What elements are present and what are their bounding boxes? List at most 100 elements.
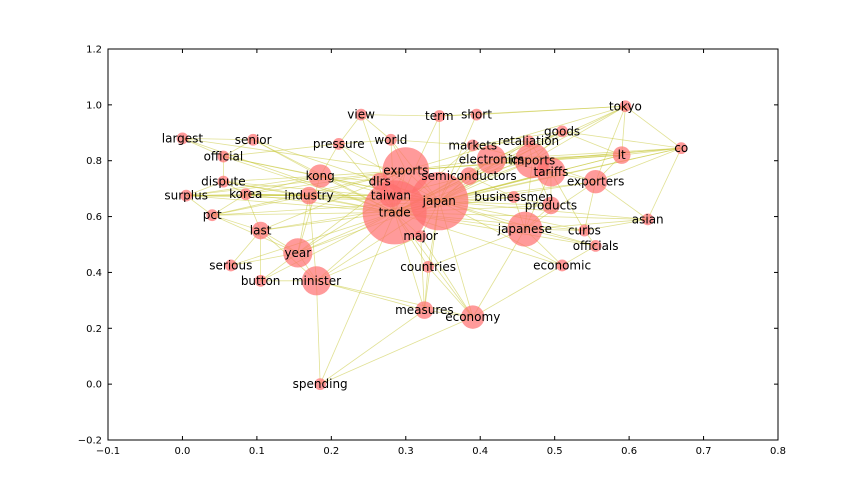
graph-node-curbs [578, 224, 591, 237]
graph-edge [316, 280, 425, 311]
node-label-asian: asian [632, 212, 664, 226]
graph-node-short [470, 108, 483, 121]
node-label-co: co [674, 141, 688, 155]
node-label-trade: trade [379, 205, 411, 219]
node-label-countries: countries [400, 260, 456, 274]
y-tick-label: 0.8 [86, 156, 102, 167]
node-label-largest: largest [162, 131, 204, 145]
graph-edge [476, 105, 626, 116]
graph-edge [223, 156, 321, 177]
graph-edge [595, 147, 682, 183]
x-tick-label: −0.1 [96, 446, 120, 457]
graph-node-economy [461, 305, 485, 329]
axis-ticks: −0.1 0.0 0.1 0.2 0.3 0.4 0.5 0.6 0.7 0.8 −0.2 0.0 0.… [78, 45, 786, 458]
graph-node-lt [612, 146, 631, 164]
node-label-year: year [284, 246, 311, 260]
graph-edge [316, 280, 321, 385]
graph-node-kong [308, 164, 332, 188]
graph-node-minister [301, 266, 332, 296]
node-label-senior: senior [235, 133, 272, 147]
graph-edge [561, 131, 622, 156]
node-label-curbs: curbs [568, 224, 601, 238]
node-label-surplus: surplus [164, 189, 208, 203]
graph-node-exporters [583, 169, 608, 194]
node-label-spending: spending [293, 377, 348, 391]
node-label-last: last [250, 224, 272, 238]
graph-edge [223, 181, 310, 197]
graph-edge [420, 235, 474, 318]
graph-edge [361, 114, 440, 117]
node-label-view: view [347, 108, 375, 122]
graph-node-businessmen [507, 191, 520, 203]
node-label-minister: minister [292, 274, 341, 288]
graph-edge [212, 193, 246, 216]
graph-node-exports [382, 147, 430, 194]
graph-edge [472, 130, 563, 146]
y-tick-label: 1.0 [86, 100, 102, 111]
node-label-industry: industry [284, 189, 333, 203]
graph-edge [212, 195, 310, 216]
graph-node-asian [641, 213, 654, 226]
node-label-term: term [425, 109, 454, 123]
y-tick-label: 1.2 [86, 45, 102, 56]
node-label-imports: imports [509, 154, 555, 168]
node-label-pressure: pressure [313, 137, 365, 151]
graph-edge [360, 114, 392, 141]
node-label-dlrs: dlrs [369, 175, 391, 189]
node-label-lt: lt [618, 148, 626, 162]
graph-edge [182, 137, 406, 171]
labels-layer: trade japan exports imports japanese electron… [162, 99, 688, 391]
graph-node-pressure [332, 138, 345, 150]
node-label-products: products [525, 198, 577, 212]
node-label-exporters: exporters [567, 175, 624, 189]
node-label-major: major [403, 229, 438, 243]
y-tick-label: 0.4 [86, 268, 102, 279]
graph-node-year [283, 238, 313, 268]
node-label-economic: economic [533, 258, 591, 272]
graph-edge [472, 140, 529, 146]
graph-node-products [542, 196, 560, 215]
node-label-japanese: japanese [497, 222, 552, 236]
node-label-short: short [461, 108, 492, 122]
graph-node-countries [422, 260, 435, 273]
graph-edge [319, 309, 425, 385]
graph-node-spending [314, 378, 327, 391]
x-tick-label: 0.4 [472, 446, 488, 457]
graph-node-surplus [180, 189, 193, 202]
graph-node-tariffs [536, 157, 566, 187]
graph-node-markets [466, 139, 479, 152]
graph-node-serious [224, 259, 237, 272]
nodes-layer [176, 100, 688, 391]
plot-frame [107, 48, 779, 441]
graph-edge [245, 175, 321, 195]
node-label-japan: japan [422, 194, 456, 208]
graph-node-measures [415, 301, 434, 319]
node-label-goods: goods [544, 124, 580, 138]
graph-node-goods [556, 125, 569, 138]
node-label-measures: measures [395, 303, 454, 317]
graph-edge [186, 195, 395, 213]
graph-edge [621, 147, 682, 156]
y-tick-label: −0.2 [78, 436, 102, 447]
graph-node-japan [410, 172, 469, 231]
graph-edge [595, 106, 626, 182]
graph-node-senior [247, 133, 260, 146]
graph-node-japanese [507, 211, 543, 247]
graph-edge [338, 139, 391, 145]
graph-node-industry [300, 186, 318, 205]
graph-edge [562, 130, 682, 149]
node-label-businessmen: businessmen [474, 190, 553, 204]
graph-edge [186, 175, 321, 197]
graph-edge [186, 170, 406, 197]
graph-edge [182, 137, 254, 141]
node-label-tariffs: tariffs [534, 165, 569, 179]
graph-node-semiconductors [460, 167, 478, 185]
graph-edge [186, 181, 224, 196]
x-tick-label: 0.2 [323, 446, 339, 457]
node-label-button: button [241, 274, 281, 288]
graph-edge [182, 137, 395, 213]
graph-edge [186, 193, 246, 197]
graph-edge [561, 245, 596, 266]
graph-edge [338, 114, 362, 145]
